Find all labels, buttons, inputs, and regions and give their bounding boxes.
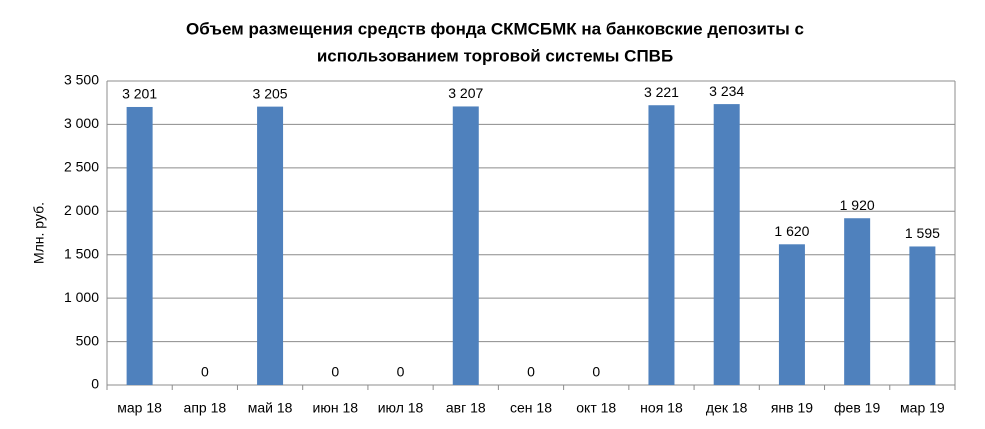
chart-title: использованием торговой системы СПВБ	[317, 46, 673, 65]
value-label: 3 201	[122, 86, 157, 102]
y-tick-label: 2 500	[64, 159, 99, 175]
bar	[844, 218, 871, 385]
bar	[126, 106, 153, 386]
x-tick-label: апр 18	[184, 400, 227, 416]
value-label: 0	[397, 364, 405, 380]
x-tick-label: авг 18	[446, 400, 486, 416]
value-label: 0	[527, 364, 535, 380]
value-label: 1 920	[840, 197, 875, 213]
bar	[452, 106, 479, 385]
value-label: 1 595	[905, 225, 940, 241]
value-label: 3 205	[253, 85, 288, 101]
x-tick-label: янв 19	[771, 400, 813, 416]
chart-title: Объем размещения средств фонда СКМСБМК н…	[186, 19, 804, 38]
y-tick-label: 3 000	[64, 115, 99, 131]
y-tick-label: 0	[91, 376, 99, 392]
y-tick-label: 1 500	[64, 245, 99, 261]
y-tick-label: 500	[76, 332, 100, 348]
x-tick-label: мар 19	[900, 400, 945, 416]
bar	[909, 246, 936, 385]
y-tick-label: 1 000	[64, 289, 99, 305]
y-tick-label: 2 000	[64, 202, 99, 218]
value-label: 3 221	[644, 84, 679, 100]
y-tick-label: 3 500	[64, 72, 99, 88]
x-tick-label: фев 19	[834, 400, 880, 416]
bar	[648, 105, 675, 385]
value-label: 1 620	[774, 223, 809, 239]
x-tick-label: ноя 18	[640, 400, 683, 416]
x-tick-label: мар 18	[117, 400, 162, 416]
x-tick-label: дек 18	[706, 400, 748, 416]
x-tick-label: июл 18	[378, 400, 424, 416]
value-label: 0	[331, 364, 339, 380]
bar	[257, 106, 284, 385]
value-label: 0	[201, 364, 209, 380]
x-tick-label: июн 18	[313, 400, 359, 416]
value-label: 0	[592, 364, 600, 380]
x-tick-label: май 18	[248, 400, 293, 416]
value-label: 3 207	[448, 85, 483, 101]
value-label: 3 234	[709, 83, 744, 99]
x-tick-label: окт 18	[576, 400, 616, 416]
bar	[778, 244, 805, 385]
y-axis-label: Млн. руб.	[31, 202, 47, 264]
x-tick-label: сен 18	[510, 400, 552, 416]
bar	[713, 104, 740, 385]
